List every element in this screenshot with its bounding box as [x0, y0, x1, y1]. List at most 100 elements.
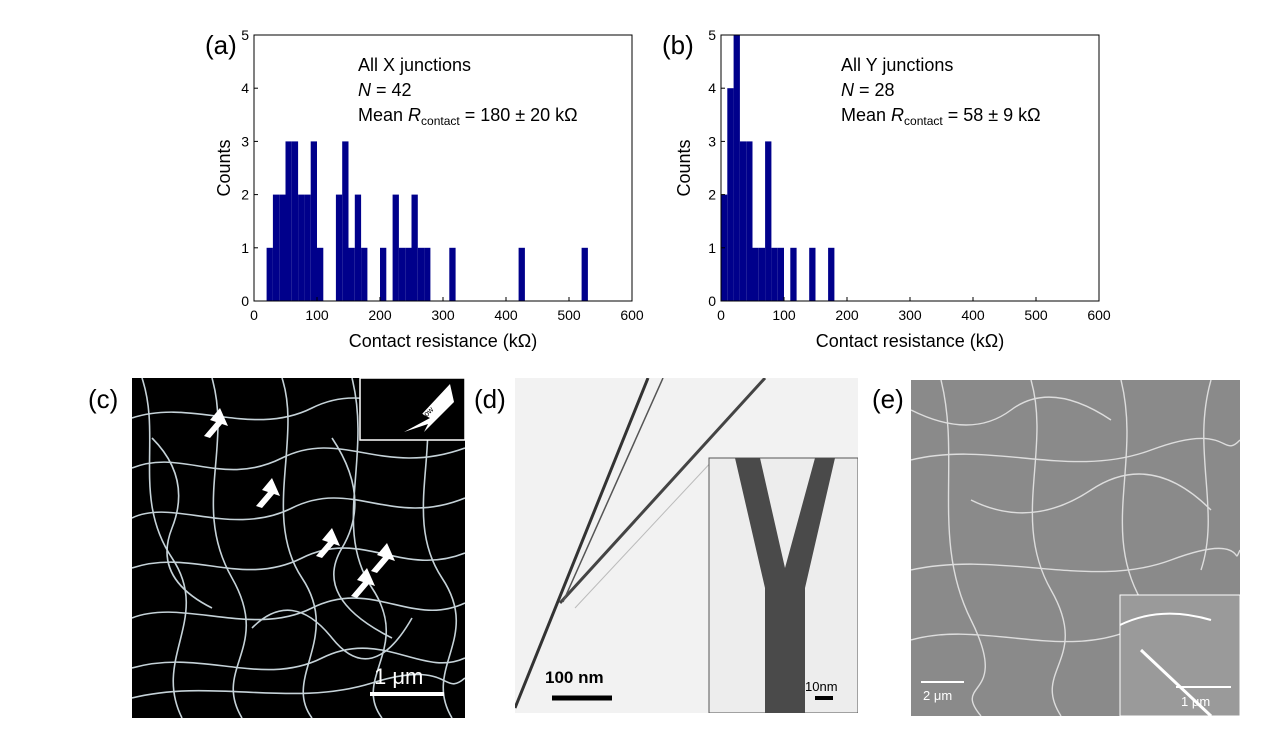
histogram-bar — [392, 194, 399, 301]
histogram-bar — [279, 194, 286, 301]
x-tick-label: 100 — [305, 307, 329, 323]
histogram-bar — [765, 141, 772, 301]
histogram-bar — [317, 247, 324, 301]
histogram-bar — [828, 247, 835, 301]
annotation-mean: Mean Rcontact = 180 ± 20 kΩ — [358, 105, 578, 128]
x-tick-label: 500 — [1024, 307, 1048, 323]
x-tick-label: 0 — [250, 307, 258, 323]
histogram-bar — [777, 247, 784, 301]
panel-label-d: (d) — [474, 384, 506, 414]
histogram-bar — [335, 194, 343, 301]
histogram-bar — [298, 194, 305, 301]
x-tick-label: 600 — [620, 307, 644, 323]
tem-fibers: 10nm 100 nm — [515, 378, 858, 713]
arrow-icon — [316, 528, 340, 558]
x-tick-label: 300 — [431, 307, 455, 323]
y-axis-label: Counts — [674, 139, 694, 196]
annotation-n: N = 28 — [841, 80, 895, 100]
y-tick-label: 0 — [708, 293, 716, 309]
image-c-network-micrograph: Flow 1 μm — [132, 378, 465, 718]
histogram-bar — [771, 247, 778, 301]
x-axis-label: Contact resistance (kΩ) — [349, 331, 538, 351]
annotation-line1: All Y junctions — [841, 55, 953, 75]
histogram-bar — [304, 194, 311, 301]
image-e-sem-micrograph: 1 μm 2 μm — [911, 380, 1240, 716]
sem-fibers: 1 μm 2 μm — [911, 380, 1240, 716]
inset-scale-label: 1 μm — [1181, 694, 1210, 709]
x-tick-label: 200 — [368, 307, 392, 323]
histogram-bar — [405, 247, 412, 301]
x-tick-label: 100 — [772, 307, 796, 323]
histogram-bar — [380, 247, 387, 301]
x-tick-label: 600 — [1087, 307, 1111, 323]
panel-label-e: (e) — [872, 384, 904, 414]
x-tick-label: 400 — [494, 307, 518, 323]
histogram-bar — [809, 247, 816, 301]
histogram-y-junctions: 0 100 200 300 400 500 600 0 1 2 3 4 5 All Y junction… — [674, 27, 1111, 351]
histogram-bar — [291, 141, 299, 301]
annotation-line1: All X junctions — [358, 55, 471, 75]
histogram-bar — [449, 247, 456, 301]
y-tick-label: 2 — [241, 187, 249, 203]
panel-label-a: (a) — [205, 30, 237, 60]
y-tick-label: 1 — [241, 240, 249, 256]
histogram-bar — [398, 247, 406, 301]
y-tick-label: 5 — [241, 27, 249, 43]
arrow-icon — [204, 408, 228, 438]
y-tick-label: 1 — [708, 240, 716, 256]
x-tick-label: 0 — [717, 307, 725, 323]
histogram-bar — [411, 194, 418, 301]
x-axis-label: Contact resistance (kΩ) — [816, 331, 1005, 351]
scale-label: 2 μm — [923, 688, 952, 703]
histogram-bar — [752, 247, 759, 301]
y-tick-label: 3 — [708, 133, 716, 149]
histogram-bar — [581, 247, 588, 301]
histogram-bar — [361, 247, 368, 301]
histogram-bar — [733, 35, 740, 301]
x-tick-label: 300 — [898, 307, 922, 323]
histogram-bar — [310, 141, 317, 301]
arrow-icon — [351, 568, 375, 598]
histogram-bars — [266, 141, 588, 301]
histogram-bar — [424, 247, 431, 301]
histogram-bar — [417, 247, 425, 301]
y-tick-label: 2 — [708, 187, 716, 203]
panel-label-c: (c) — [88, 384, 119, 414]
histogram-x-junctions: 0 100 200 300 400 500 600 0 1 2 3 4 5 All X junction… — [214, 27, 644, 351]
flow-arrow-icon — [404, 384, 454, 432]
histogram-bar — [266, 247, 273, 301]
y-tick-label: 0 — [241, 293, 249, 309]
inset-scale-label: 10nm — [805, 679, 838, 694]
scale-label: 100 nm — [545, 668, 604, 687]
histogram-bar — [272, 194, 280, 301]
histogram-bar — [518, 247, 525, 301]
histogram-bar — [739, 141, 747, 301]
y-tick-label: 3 — [241, 133, 249, 149]
scale-label: 1 μm — [374, 664, 423, 689]
y-tick-label: 5 — [708, 27, 716, 43]
histogram-bar — [348, 247, 355, 301]
sem-inset — [1119, 594, 1240, 716]
histogram-bar — [727, 88, 734, 301]
arrow-icon — [256, 478, 280, 508]
histogram-bar — [285, 141, 292, 301]
panel-label-b: (b) — [662, 30, 694, 60]
y-tick-label: 4 — [708, 80, 716, 96]
histogram-bar — [354, 194, 362, 301]
histogram-bars — [721, 35, 835, 301]
annotation-mean: Mean Rcontact = 58 ± 9 kΩ — [841, 105, 1041, 128]
y-axis-label: Counts — [214, 139, 234, 196]
x-tick-label: 400 — [961, 307, 985, 323]
histogram-bar — [746, 141, 753, 301]
y-tick-label: 4 — [241, 80, 249, 96]
histogram-bar — [758, 247, 766, 301]
annotation-n: N = 42 — [358, 80, 412, 100]
fiber-network: Flow 1 μm — [132, 378, 465, 718]
x-tick-label: 200 — [835, 307, 859, 323]
x-tick-label: 500 — [557, 307, 581, 323]
histogram-bar — [790, 247, 797, 301]
flow-arrows — [204, 408, 395, 598]
image-d-tem-micrograph: 10nm 100 nm — [515, 378, 858, 713]
histogram-bar — [342, 141, 349, 301]
arrow-icon — [371, 543, 395, 573]
